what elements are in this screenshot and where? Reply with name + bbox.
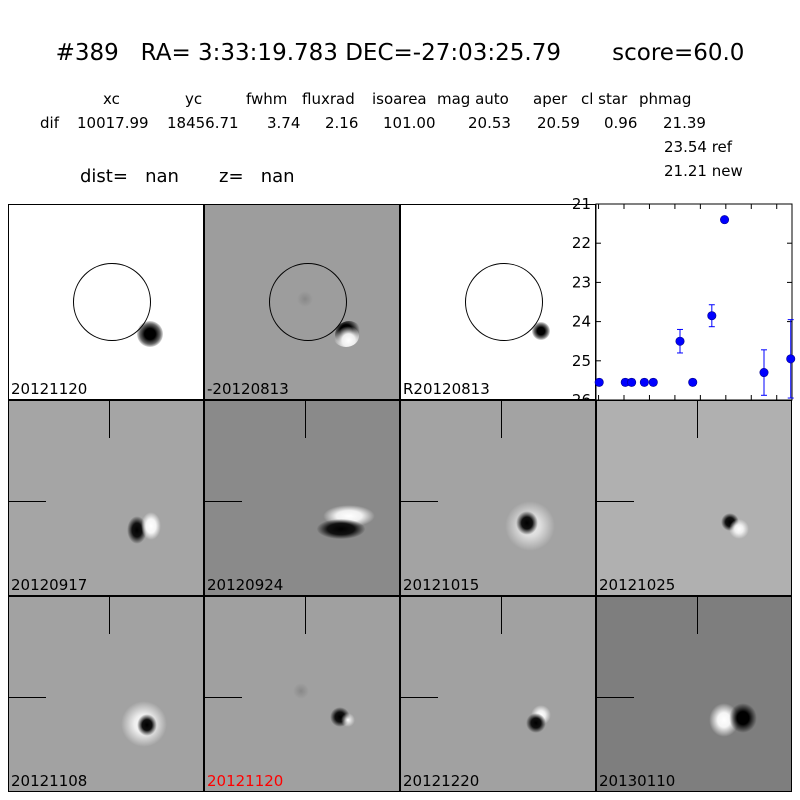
data-point [675,336,685,346]
crosshair-tick-horizontal [597,697,634,698]
y-tick-label: 22 [572,234,591,252]
panel-label: 20130110 [599,772,676,790]
row-label: dif [40,114,59,132]
panel-epoch: 20130110 [596,596,792,792]
light-curve-chart: 212223242526020406080100120140 [572,195,796,421]
col-header-yc: yc [185,90,203,108]
panel-label: -20120813 [207,380,289,398]
source-light [341,713,355,727]
new-mag: 21.21 new [664,162,743,180]
panel-label: 20121025 [599,576,676,594]
crosshair-tick-horizontal [9,697,46,698]
data-point [720,215,730,225]
panel-ref: R20120813 [400,204,596,400]
value-xc: 10017.99 [77,114,149,132]
col-header-fluxrad: fluxrad [302,90,355,108]
col-header-mag-auto: mag auto [437,90,509,108]
panel-epoch: 20120924 [204,400,400,596]
value-fwhm: 3.74 [267,114,301,132]
value-cl-star: 0.96 [604,114,638,132]
y-tick-label: 24 [572,313,591,331]
data-point [688,377,698,387]
source-blob [532,322,550,340]
crosshair-tick-vertical [501,401,502,438]
aperture-circle [269,263,347,341]
value-mag-auto: 20.53 [468,114,511,132]
source-dark [526,713,546,733]
faint-source-blob [293,683,309,699]
col-header-xc: xc [103,90,120,108]
source-dark [137,714,157,736]
aperture-circle [465,263,543,341]
source-dark [317,519,365,539]
panel-epoch: 20121120 [204,596,400,792]
crosshair-tick-horizontal [597,501,634,502]
crosshair-tick-horizontal [401,697,438,698]
col-header-cl-star: cl star [581,90,628,108]
dist-z-readout: dist= nan z= nan [80,166,295,187]
data-point [648,377,658,387]
plot-area [595,203,793,401]
source-dark [516,511,538,535]
source-dark [729,703,757,733]
col-header-aper: aper [533,90,568,108]
col-header-fwhm: fwhm [246,90,288,108]
panel-label: 20121108 [11,772,88,790]
crosshair-tick-vertical [109,597,110,634]
panel-epoch: 20121025 [596,400,792,596]
value-phmag: 21.39 [663,114,706,132]
panel-label: 20120917 [11,576,88,594]
data-point [707,311,717,321]
data-point [594,377,604,387]
panel-new: 20121120 [8,204,204,400]
page-title: #389 RA= 3:33:19.783 DEC=-27:03:25.79 sc… [55,40,745,66]
source-light [729,519,749,539]
panel-epoch: 20121015 [400,400,596,596]
data-point [639,377,649,387]
y-tick-label: 21 [572,195,591,213]
panel-label: 20120924 [207,576,284,594]
panel-diff: -20120813 [204,204,400,400]
ref-mag: 23.54 ref [664,138,733,156]
data-point [627,377,637,387]
crosshair-tick-vertical [501,597,502,634]
crosshair-tick-horizontal [9,501,46,502]
panel-label: 20121120 [207,772,284,790]
value-fluxrad: 2.16 [325,114,359,132]
crosshair-tick-vertical [109,401,110,438]
panel-label: R20120813 [403,380,490,398]
crosshair-tick-vertical [305,401,306,438]
crosshair-tick-horizontal [205,697,242,698]
panel-epoch: 20121220 [400,596,596,792]
value-isoarea: 101.00 [383,114,436,132]
data-point [786,354,796,364]
col-header-phmag: phmag [639,90,692,108]
col-header-isoarea: isoarea [372,90,427,108]
panel-epoch: 20121108 [8,596,204,792]
crosshair-tick-vertical [697,597,698,634]
y-tick-label: 23 [572,273,591,291]
crosshair-tick-vertical [697,401,698,438]
panel-epoch: 20120917 [8,400,204,596]
panel-label: 20121220 [403,772,480,790]
y-tick-label: 25 [572,352,591,370]
value-yc: 18456.71 [167,114,239,132]
panel-label: 20121015 [403,576,480,594]
crosshair-tick-horizontal [205,501,242,502]
crosshair-tick-horizontal [401,501,438,502]
panel-label: 20121120 [11,380,88,398]
value-aper: 20.59 [537,114,580,132]
source-light [141,512,161,540]
crosshair-tick-vertical [305,597,306,634]
aperture-circle [73,263,151,341]
residual-blob [333,325,359,347]
data-point [759,368,769,378]
